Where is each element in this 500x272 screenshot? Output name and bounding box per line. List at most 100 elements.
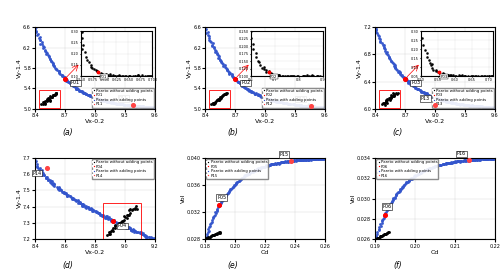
Point bbox=[304, 104, 312, 108]
Point bbox=[390, 93, 398, 97]
Point bbox=[456, 103, 464, 107]
Point bbox=[202, 236, 209, 240]
Point bbox=[319, 105, 327, 109]
Point bbox=[52, 67, 60, 72]
Point bbox=[412, 86, 420, 91]
Point bbox=[464, 103, 472, 107]
Point bbox=[386, 98, 394, 102]
Point bbox=[312, 157, 320, 161]
Point bbox=[454, 102, 462, 106]
Point bbox=[283, 101, 291, 106]
Point bbox=[479, 157, 487, 162]
Point bbox=[300, 157, 308, 161]
Point bbox=[306, 157, 314, 162]
Point bbox=[280, 160, 288, 164]
Point bbox=[132, 203, 140, 208]
Point bbox=[216, 58, 224, 62]
Point bbox=[126, 211, 134, 215]
Point bbox=[486, 157, 494, 161]
Point bbox=[372, 30, 380, 34]
Point bbox=[270, 99, 278, 103]
Point bbox=[208, 40, 216, 45]
Point bbox=[227, 187, 235, 191]
Point bbox=[242, 86, 250, 90]
Point bbox=[120, 223, 128, 228]
Point bbox=[282, 101, 290, 105]
Point bbox=[150, 237, 158, 241]
Point bbox=[286, 159, 294, 164]
Point bbox=[432, 163, 440, 168]
Point bbox=[390, 64, 398, 68]
Point bbox=[224, 191, 232, 195]
Point bbox=[58, 189, 66, 194]
Point bbox=[266, 97, 274, 101]
Point bbox=[390, 93, 398, 97]
Point bbox=[246, 89, 254, 93]
Point bbox=[44, 98, 52, 102]
Point bbox=[236, 177, 244, 181]
Point bbox=[380, 217, 388, 221]
Point bbox=[310, 104, 318, 108]
Point bbox=[450, 100, 458, 105]
Point bbox=[144, 105, 152, 109]
Point bbox=[102, 214, 110, 218]
Point bbox=[424, 167, 432, 171]
Point bbox=[121, 103, 129, 107]
Point bbox=[462, 158, 470, 163]
Point bbox=[482, 104, 490, 109]
Point bbox=[135, 104, 143, 109]
Point bbox=[209, 233, 217, 237]
Point bbox=[258, 165, 266, 169]
Point bbox=[406, 177, 414, 181]
Point bbox=[305, 157, 313, 161]
Point bbox=[475, 157, 483, 162]
Point bbox=[218, 198, 226, 202]
Point bbox=[80, 203, 88, 208]
Point bbox=[212, 49, 220, 53]
Point bbox=[316, 104, 324, 109]
Point bbox=[261, 95, 269, 100]
Legend: Pareto without adding points, P05, Pareto with adding points, P15: Pareto without adding points, P05, Paret… bbox=[206, 159, 268, 179]
Point bbox=[450, 160, 458, 164]
Point bbox=[127, 228, 135, 232]
Point bbox=[271, 99, 279, 103]
Point bbox=[120, 213, 128, 218]
Point bbox=[444, 161, 452, 165]
Point bbox=[60, 191, 68, 195]
Point bbox=[466, 158, 474, 162]
Point bbox=[113, 102, 121, 106]
Point bbox=[96, 212, 104, 216]
Point bbox=[214, 54, 222, 58]
Point bbox=[74, 200, 82, 205]
Point bbox=[250, 169, 258, 174]
Point bbox=[149, 236, 157, 241]
Point bbox=[417, 169, 425, 174]
Point bbox=[111, 224, 119, 228]
Point bbox=[432, 163, 440, 168]
Point bbox=[386, 96, 394, 100]
Point bbox=[229, 74, 237, 79]
Point bbox=[232, 77, 240, 81]
Point bbox=[464, 158, 472, 162]
Point bbox=[52, 92, 60, 96]
Point bbox=[93, 210, 101, 215]
Point bbox=[483, 157, 491, 161]
Point bbox=[277, 100, 285, 104]
Point bbox=[120, 103, 128, 107]
Point bbox=[314, 105, 322, 109]
Point bbox=[208, 43, 216, 47]
Point bbox=[300, 157, 308, 162]
Point bbox=[308, 157, 316, 162]
X-axis label: Vx-0.2: Vx-0.2 bbox=[85, 250, 105, 255]
Point bbox=[382, 232, 390, 236]
Point bbox=[453, 159, 461, 163]
Point bbox=[112, 220, 120, 225]
Point bbox=[119, 218, 127, 223]
Point bbox=[106, 215, 114, 220]
Point bbox=[128, 208, 136, 212]
Point bbox=[110, 219, 118, 223]
Point bbox=[214, 231, 222, 235]
Point bbox=[288, 159, 296, 163]
Point bbox=[55, 70, 63, 75]
Point bbox=[42, 99, 50, 103]
